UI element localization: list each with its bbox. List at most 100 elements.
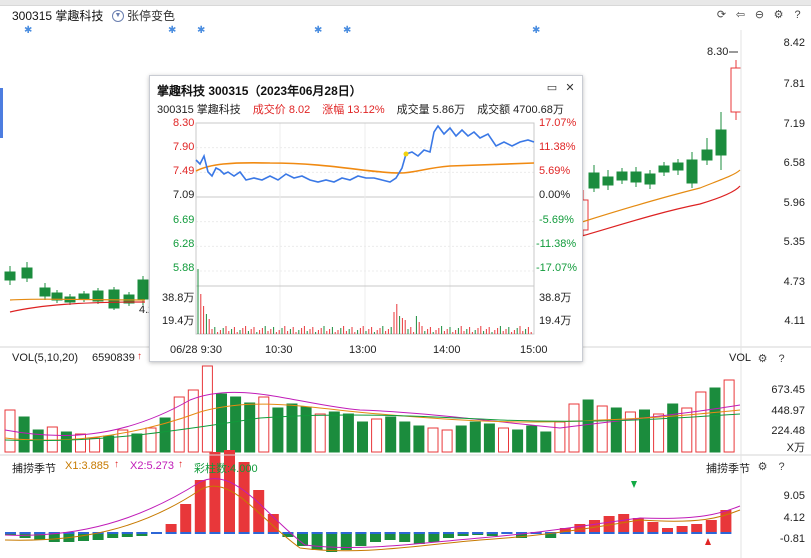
- indicator-tick: 4.12: [783, 512, 805, 524]
- indicator-baseline: [384, 532, 396, 534]
- popup-price: 成交价 8.02: [252, 104, 311, 116]
- volume-bar: [723, 379, 735, 453]
- ma-line: [581, 185, 741, 237]
- indicator-baseline: [267, 532, 279, 534]
- top-tab-strip: [0, 0, 811, 6]
- price-tick: 4.73: [783, 276, 805, 288]
- indicator-baseline: [603, 532, 615, 534]
- popup-vol-tick: 19.4万: [539, 315, 572, 327]
- indicator-bar: [545, 532, 557, 538]
- vol-title: VOL(5,10,20): [12, 352, 79, 364]
- indicator-bar: [253, 490, 265, 532]
- volume-bar: [653, 413, 665, 453]
- popup-price-tick: 5.88: [173, 262, 195, 274]
- popup-price-dot: [403, 151, 409, 157]
- vol-value: 6590839: [92, 352, 135, 364]
- candle-body: [78, 293, 90, 300]
- volume-bar: [342, 413, 354, 453]
- candle-body: [39, 287, 51, 297]
- intraday-popup[interactable]: 掌趣科技 300315（2023年06月28日） ▭ ✕ 300315 掌趣科技…: [149, 75, 583, 362]
- volume-bar: [60, 431, 72, 453]
- event-star-icon[interactable]: ✱: [197, 25, 206, 36]
- event-star-icon[interactable]: ✱: [343, 25, 352, 36]
- indicator-baseline: [238, 532, 250, 534]
- event-star-icon[interactable]: ✱: [24, 25, 33, 36]
- candle-body: [137, 279, 149, 300]
- indicator-bar: [443, 532, 454, 538]
- help-icon[interactable]: ?: [778, 353, 785, 365]
- indicator-bar: [662, 528, 673, 532]
- settings-icon[interactable]: ⚙: [773, 9, 784, 21]
- intraday-chart[interactable]: [150, 76, 582, 361]
- close-icon[interactable]: ✕: [565, 82, 575, 94]
- event-star-icon[interactable]: ✱: [168, 25, 177, 36]
- refresh-icon[interactable]: ⟳: [716, 9, 727, 21]
- indicator-baseline: [574, 532, 586, 534]
- indicator-bar: [78, 532, 89, 541]
- price-tick: 6.58: [783, 157, 805, 169]
- candle-body: [658, 165, 670, 173]
- settings-icon[interactable]: ⚙: [757, 353, 768, 365]
- indicator-baseline: [282, 532, 294, 534]
- indicator-baseline: [589, 532, 600, 534]
- indicator-baseline: [428, 532, 440, 534]
- popup-vol-tick: 19.4万: [162, 315, 195, 327]
- price-tick: 5.96: [783, 197, 805, 209]
- volume-bar: [371, 418, 383, 453]
- indicator-bars: [4, 450, 741, 552]
- indicator-baseline: [107, 532, 119, 534]
- volume-bar: [610, 407, 622, 453]
- volume-bar: [159, 417, 171, 453]
- indicator-baseline: [413, 532, 425, 534]
- settings-icon[interactable]: ⚙: [757, 461, 768, 473]
- volume-bar: [554, 421, 566, 453]
- indicator-baseline: [63, 532, 75, 534]
- popup-pct-tick: 17.07%: [539, 117, 577, 129]
- help-icon[interactable]: ?: [778, 461, 785, 473]
- indicator-baseline: [165, 532, 177, 534]
- popup-price-tick: 6.69: [173, 214, 195, 226]
- indicator-bar: [311, 532, 323, 550]
- indicator-baseline: [705, 532, 717, 534]
- event-star-icon[interactable]: ✱: [532, 25, 541, 36]
- help-icon[interactable]: ?: [794, 9, 801, 21]
- indicator-baseline: [501, 532, 513, 534]
- candle-body: [602, 176, 614, 186]
- volume-bar: [89, 437, 101, 453]
- indicator-baseline: [297, 532, 308, 534]
- back-icon[interactable]: ⇦: [735, 9, 746, 21]
- volume-bar: [624, 411, 636, 453]
- indicator-tick: 9.05: [783, 490, 805, 502]
- popup-time-label: 15:00: [520, 344, 548, 356]
- limit-color-toggle[interactable]: ▼ 张停变色: [112, 7, 175, 24]
- indicator-baseline: [121, 532, 133, 534]
- indicator-bar: [384, 532, 396, 540]
- up-arrow-icon: ↑: [114, 459, 119, 470]
- indicator-bar: [326, 532, 338, 552]
- popup-pct-tick: -11.38%: [536, 238, 577, 250]
- indicator-bar: [647, 522, 659, 532]
- popup-frame: [195, 122, 535, 335]
- maximize-icon[interactable]: ▭: [546, 82, 558, 94]
- indicator-baseline: [151, 532, 162, 534]
- indicator-bar: [282, 532, 294, 537]
- indicator-x2-line: [4, 478, 741, 549]
- volume-bar: [413, 425, 425, 453]
- candle-body: [715, 129, 727, 156]
- zoom-out-icon[interactable]: ⊖: [754, 9, 765, 21]
- candle-body: [92, 290, 104, 302]
- indicator-baseline: [559, 532, 571, 534]
- volume-bar: [244, 402, 256, 453]
- volume-bar: [18, 416, 30, 453]
- indicator-bar: [238, 462, 250, 532]
- indicator-bar: [48, 532, 60, 542]
- limit-color-label: 张停变色: [127, 9, 176, 23]
- volume-bar: [582, 399, 594, 453]
- ma-line: [581, 169, 741, 223]
- high-price-callout: 8.30: [707, 46, 729, 58]
- event-star-icon[interactable]: ✱: [314, 25, 323, 36]
- up-arrow-icon: ↑: [178, 459, 183, 470]
- indicator-baseline: [647, 532, 659, 534]
- indicator-bar: [355, 532, 367, 546]
